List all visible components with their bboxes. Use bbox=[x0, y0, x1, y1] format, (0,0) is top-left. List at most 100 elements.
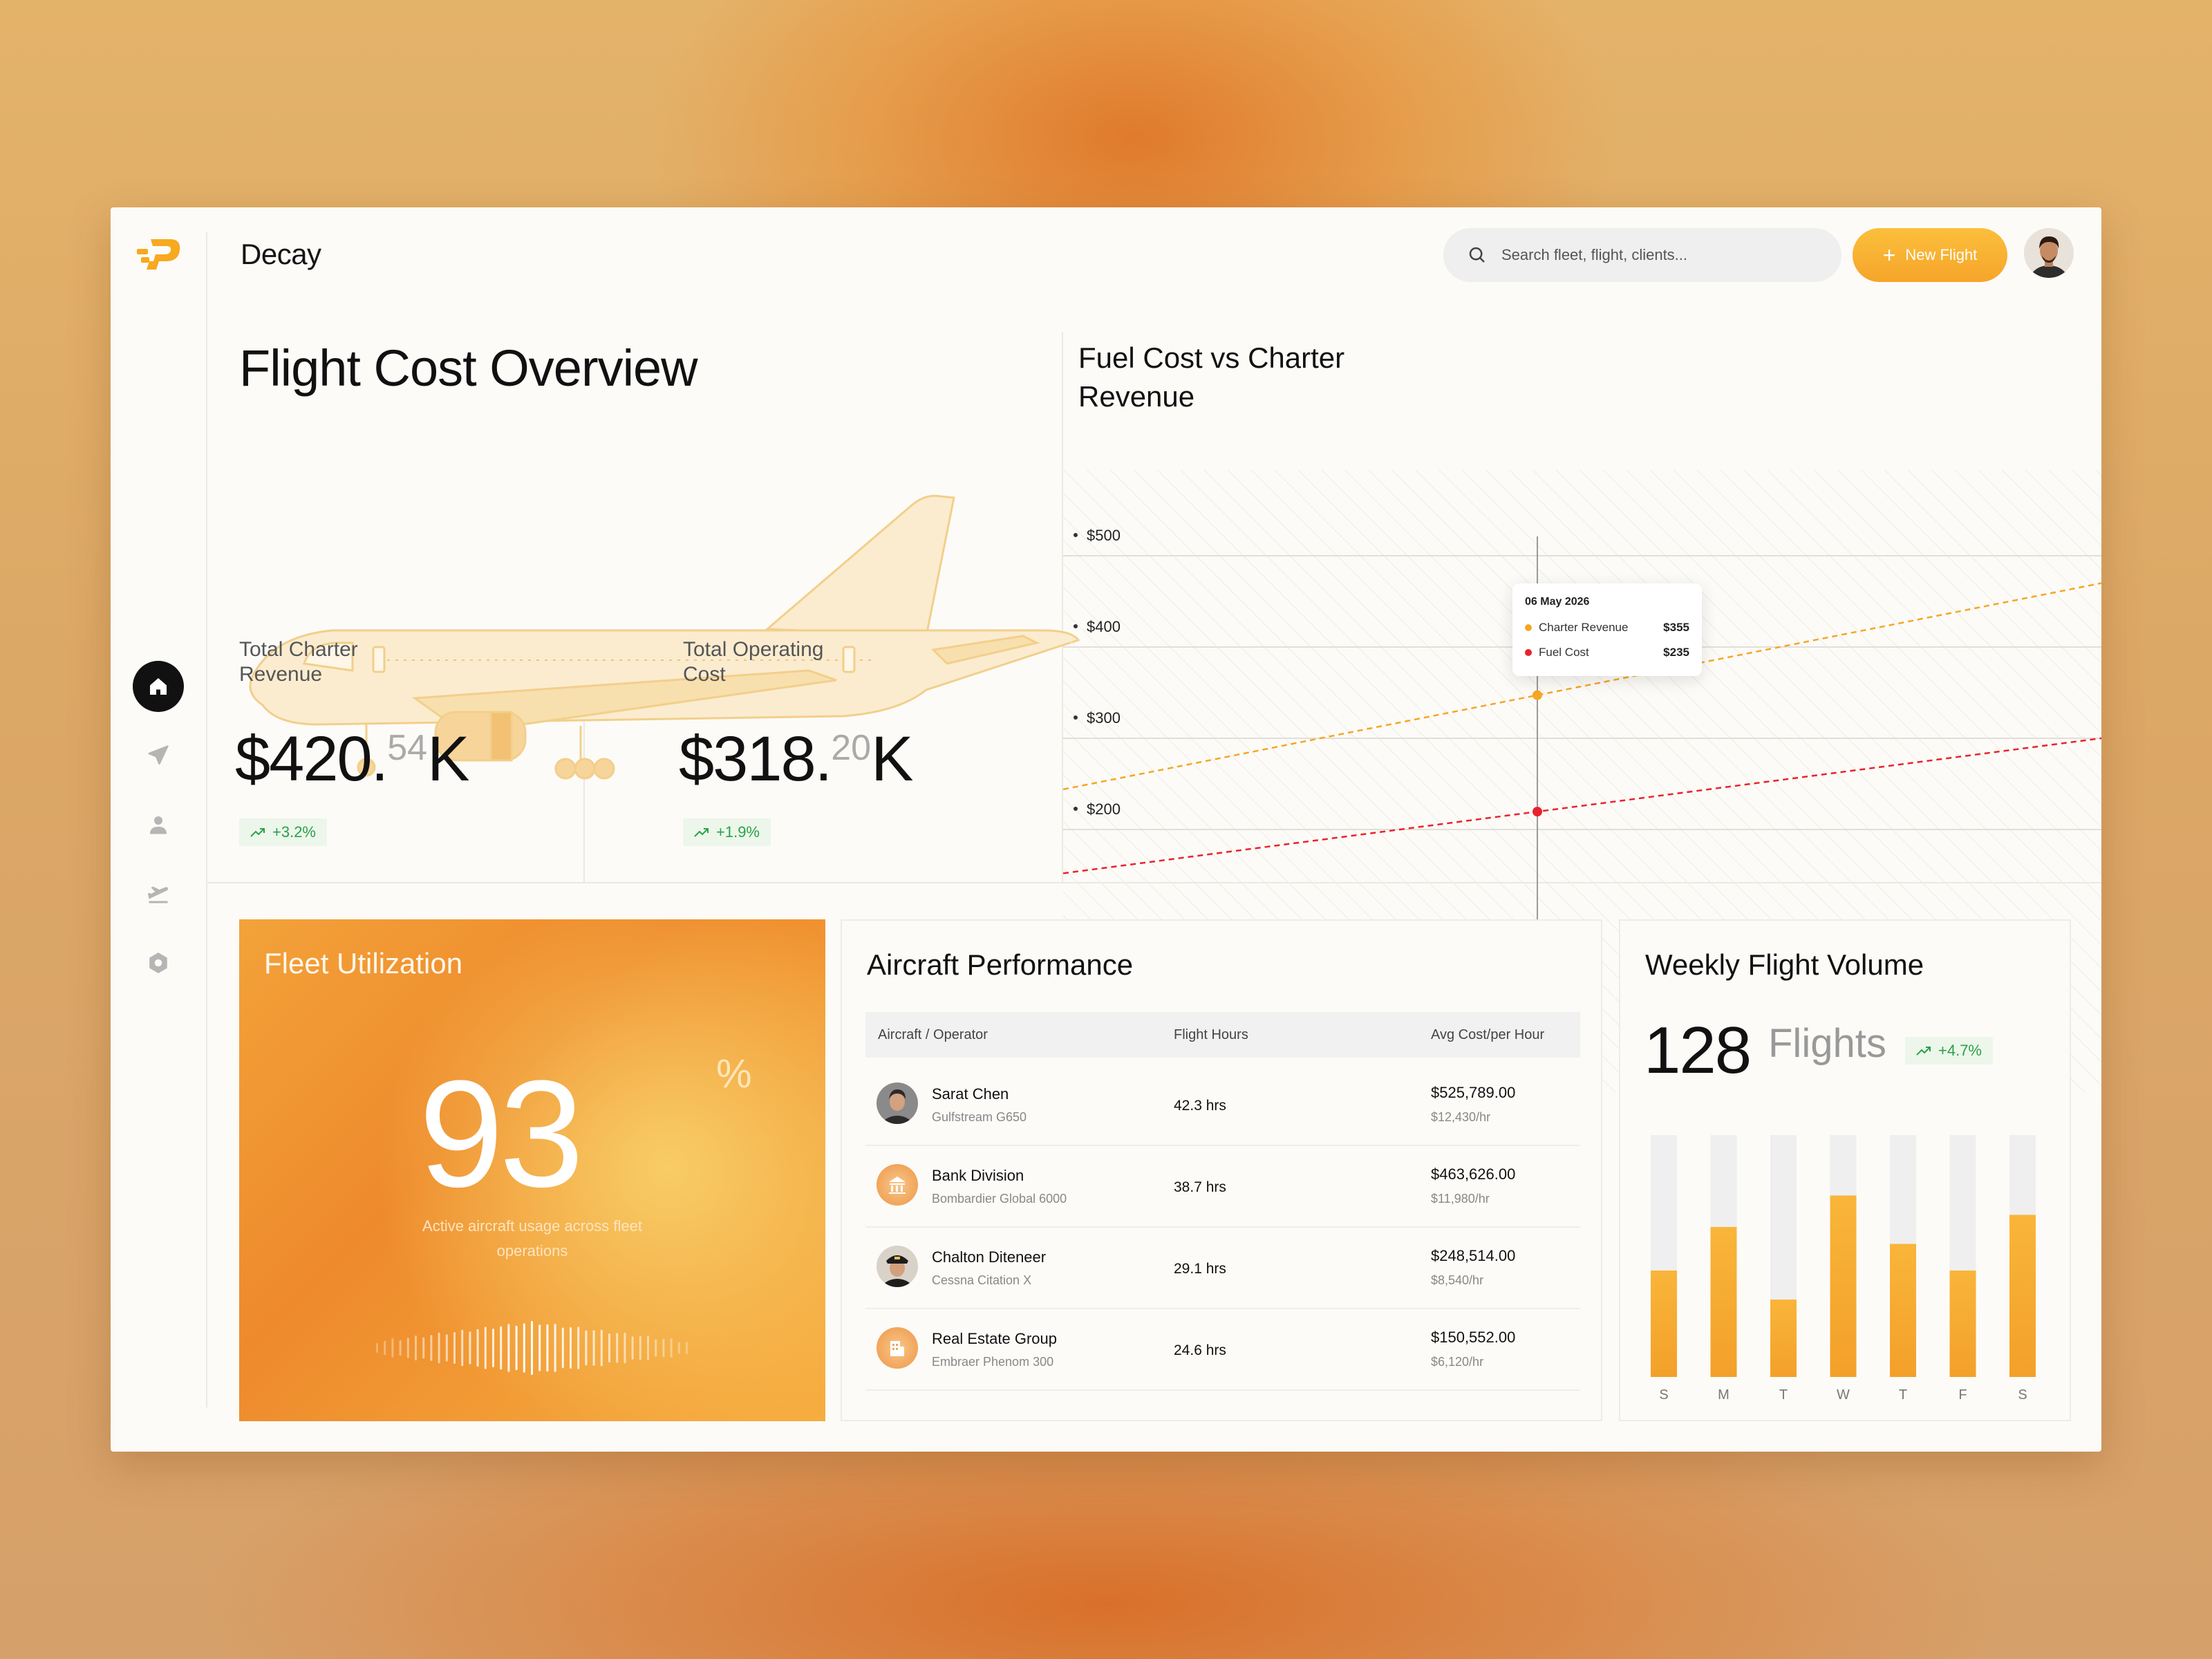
waveform-bar bbox=[523, 1323, 525, 1373]
search-input[interactable] bbox=[1501, 246, 1819, 264]
kpi-revenue-value: $420.54K bbox=[235, 723, 469, 796]
waveform-bar bbox=[639, 1335, 641, 1360]
tooltip-row-fuel: Fuel Cost $235 bbox=[1525, 646, 1689, 659]
sidebar-item-home[interactable] bbox=[133, 661, 184, 712]
waveform-bar bbox=[670, 1338, 673, 1358]
tooltip-date: 06 May 2026 bbox=[1525, 596, 1590, 608]
waveform-bar bbox=[445, 1334, 448, 1362]
waveform-bar bbox=[600, 1329, 603, 1367]
tooltip-fuel-value: $235 bbox=[1663, 646, 1689, 659]
sidebar-divider bbox=[206, 232, 207, 1407]
table-row[interactable]: Real Estate Group Embraer Phenom 300 24.6 … bbox=[865, 1308, 1580, 1391]
row-name: Sarat Chen bbox=[932, 1085, 1009, 1103]
fleet-value: 93 bbox=[419, 1049, 584, 1219]
fleet-caption: Active aircraft usage across fleet opera… bbox=[422, 1217, 642, 1259]
trend-up-icon bbox=[1916, 1047, 1931, 1056]
new-flight-label: New Flight bbox=[1905, 246, 1978, 263]
sidebar-item-departures[interactable] bbox=[133, 868, 184, 919]
app-title: Decay bbox=[241, 238, 321, 270]
table-row[interactable]: Sarat Chen Gulfstream G650 42.3 hrs $525,78… bbox=[865, 1063, 1580, 1146]
fleet-unit: % bbox=[716, 1051, 752, 1096]
row-cost: $525,789.00 bbox=[1431, 1084, 1516, 1101]
row-name: Bank Division bbox=[932, 1167, 1024, 1184]
weekly-title: Weekly Flight Volume bbox=[1645, 948, 1924, 981]
waveform-bar bbox=[624, 1332, 626, 1364]
pilot-avatar bbox=[877, 1246, 918, 1287]
waveform-bar bbox=[384, 1340, 386, 1356]
search-icon bbox=[1469, 247, 1485, 263]
y-tick-dot bbox=[1074, 624, 1078, 628]
waveform-bar bbox=[662, 1338, 665, 1358]
waveform-bar bbox=[616, 1333, 619, 1363]
kpi-revenue-suffix: K bbox=[427, 724, 469, 794]
airplane-icon bbox=[148, 745, 169, 765]
weekly-value: 128 bbox=[1644, 1013, 1752, 1087]
waveform-bar bbox=[415, 1335, 417, 1360]
table-row[interactable]: Chalton Diteneer Cessna Citation X 29.1 hr… bbox=[865, 1226, 1580, 1309]
weekly-change: +4.7% bbox=[1938, 1042, 1982, 1059]
bar[interactable] bbox=[1710, 1227, 1737, 1377]
user-avatar-image bbox=[2024, 228, 2074, 278]
charter-revenue-line bbox=[1063, 582, 2101, 791]
bar-label: T bbox=[1779, 1387, 1788, 1403]
column-aircraft: Aircraft / Operator bbox=[878, 1027, 988, 1042]
row-hours: 29.1 hrs bbox=[1174, 1261, 1226, 1277]
user-icon bbox=[150, 816, 167, 834]
waveform-bar bbox=[461, 1329, 464, 1367]
bar[interactable] bbox=[1770, 1300, 1797, 1377]
fleet-title: Fleet Utilization bbox=[264, 947, 463, 980]
table-row[interactable]: Bank Division Bombardier Global 6000 38.7 … bbox=[865, 1145, 1580, 1228]
search-bar[interactable] bbox=[1443, 228, 1841, 282]
waveform-bar bbox=[677, 1342, 680, 1354]
settings-icon bbox=[149, 953, 167, 973]
new-flight-button[interactable]: + New Flight bbox=[1853, 228, 2007, 282]
waveform-bar bbox=[631, 1336, 634, 1360]
row-hours: 38.7 hrs bbox=[1174, 1179, 1226, 1195]
revenue-point[interactable] bbox=[1533, 690, 1542, 700]
y-tick-label: $400 bbox=[1087, 618, 1121, 635]
sidebar-item-clients[interactable] bbox=[133, 799, 184, 850]
bar[interactable] bbox=[2009, 1215, 2036, 1378]
row-rate: $8,540/hr bbox=[1431, 1273, 1484, 1287]
column-hours: Flight Hours bbox=[1174, 1027, 1248, 1042]
row-hours: 42.3 hrs bbox=[1174, 1098, 1226, 1114]
row-rate: $11,980/hr bbox=[1431, 1192, 1490, 1206]
kpi-revenue-decimal: 54 bbox=[387, 728, 428, 768]
bar-label: S bbox=[2018, 1387, 2027, 1403]
fuel-point[interactable] bbox=[1533, 807, 1542, 817]
waveform-bar bbox=[515, 1325, 518, 1371]
y-tick-dot bbox=[1074, 533, 1078, 537]
waveform-bar bbox=[492, 1329, 494, 1367]
bar[interactable] bbox=[1651, 1271, 1677, 1377]
kpi-revenue-change: +3.2% bbox=[272, 823, 316, 841]
aircraft-performance-card: Aircraft Performance Aircraft / Operator… bbox=[841, 919, 1602, 1421]
bar-label: F bbox=[1958, 1387, 1967, 1403]
row-aircraft: Embraer Phenom 300 bbox=[932, 1355, 1054, 1369]
bar[interactable] bbox=[1890, 1244, 1916, 1378]
row-cost: $248,514.00 bbox=[1431, 1247, 1516, 1264]
page-title: Flight Cost Overview bbox=[239, 339, 698, 397]
bank-icon bbox=[877, 1164, 918, 1206]
home-icon bbox=[150, 678, 167, 695]
row-aircraft: Gulfstream G650 bbox=[932, 1110, 1027, 1124]
kpi-cost-integer: $318. bbox=[679, 724, 832, 794]
kpi-cost-decimal: 20 bbox=[831, 728, 872, 768]
app-logo[interactable] bbox=[135, 235, 184, 274]
bar[interactable] bbox=[1830, 1195, 1857, 1378]
table-header: Aircraft / Operator Flight Hours Avg Cos… bbox=[865, 1012, 1580, 1058]
waveform-bar bbox=[531, 1321, 533, 1375]
bar-label: W bbox=[1837, 1387, 1850, 1403]
fuel-dot bbox=[1525, 649, 1532, 656]
waveform-bar bbox=[507, 1324, 510, 1372]
row-name: Real Estate Group bbox=[932, 1330, 1057, 1347]
row-cost: $150,552.00 bbox=[1431, 1329, 1516, 1346]
user-avatar[interactable] bbox=[2024, 228, 2074, 278]
bar[interactable] bbox=[1949, 1271, 1976, 1377]
waveform-bar bbox=[647, 1335, 649, 1360]
kpi-cost-change: +1.9% bbox=[716, 823, 760, 841]
sidebar-item-flights[interactable] bbox=[133, 730, 184, 781]
kpi-cost-value: $318.20K bbox=[679, 723, 913, 796]
fleet-utilization-card[interactable]: Fleet Utilization 93 % Active aircraft u… bbox=[239, 919, 825, 1421]
sidebar-item-settings[interactable] bbox=[133, 937, 184, 988]
